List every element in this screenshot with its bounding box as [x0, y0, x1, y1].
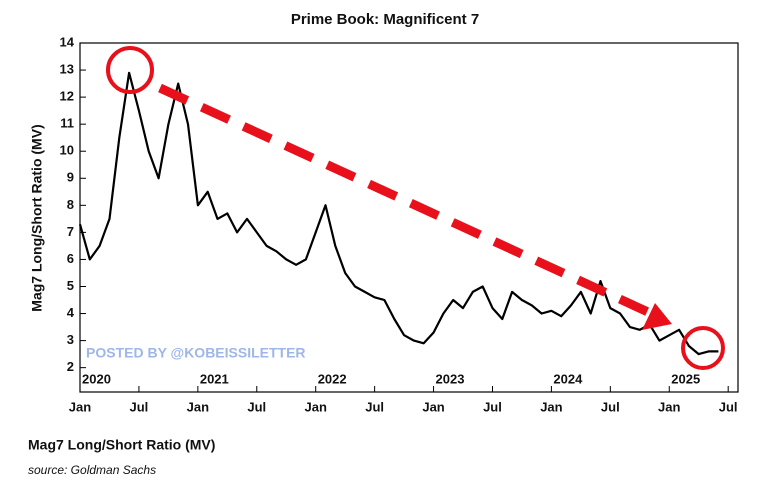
chart-title: Prime Book: Magnificent 7 — [291, 11, 479, 28]
annotation — [106, 46, 725, 370]
footer-title: Mag7 Long/Short Ratio (MV) — [28, 437, 215, 453]
x-tick-label: Jul — [483, 399, 502, 414]
y-tick-label: 2 — [67, 359, 74, 374]
x-tick-label: Jul — [601, 399, 620, 414]
x-tick-label: Jan — [187, 399, 209, 414]
y-tick-label: 14 — [60, 34, 75, 49]
watermark: POSTED BY @KOBEISSILETTER — [86, 345, 306, 361]
highlight-circle — [681, 326, 725, 370]
plot-area: 2 3 4 5 6 7 8 9 10 11 12 13 14 Jan Jul Jan Jul Jan Jul Jan J… — [60, 34, 738, 414]
y-tick-label: 4 — [67, 305, 75, 320]
y-tick-label: 10 — [60, 143, 74, 158]
highlight-circle — [106, 46, 154, 94]
x-tick-label: Jul — [130, 399, 149, 414]
x-tick-label: Jul — [719, 399, 738, 414]
year-label: 2021 — [200, 371, 229, 386]
y-tick-label: 7 — [67, 224, 74, 239]
y-tick-label: 12 — [60, 89, 74, 104]
year-label: 2022 — [318, 371, 347, 386]
plot-frame — [79, 42, 739, 393]
x-tick-label: Jan — [658, 399, 680, 414]
x-tick-label: Jan — [304, 399, 326, 414]
x-tick-label: Jan — [69, 399, 91, 414]
year-label: 2023 — [436, 371, 465, 386]
x-tick-label: Jul — [365, 399, 384, 414]
year-label: 2025 — [671, 371, 700, 386]
x-tick-label: Jan — [540, 399, 562, 414]
arrow-head — [642, 303, 672, 330]
y-tick-label: 13 — [60, 61, 74, 76]
x-tick-label: Jul — [247, 399, 266, 414]
y-tick-label: 6 — [67, 251, 74, 266]
year-label: 2024 — [553, 371, 583, 386]
year-label: 2020 — [82, 371, 111, 386]
y-tick-label: 8 — [67, 197, 74, 212]
y-tick-label: 3 — [67, 332, 74, 347]
y-tick-label: 9 — [67, 170, 74, 185]
x-tick-label: Jan — [422, 399, 444, 414]
trend-arrow — [158, 83, 650, 317]
y-axis-label: Mag7 Long/Short Ratio (MV) — [29, 124, 45, 311]
y-tick-label: 5 — [67, 278, 74, 293]
source: source: Goldman Sachs — [28, 463, 156, 477]
y-tick-label: 11 — [60, 116, 74, 131]
data-line — [78, 71, 719, 356]
